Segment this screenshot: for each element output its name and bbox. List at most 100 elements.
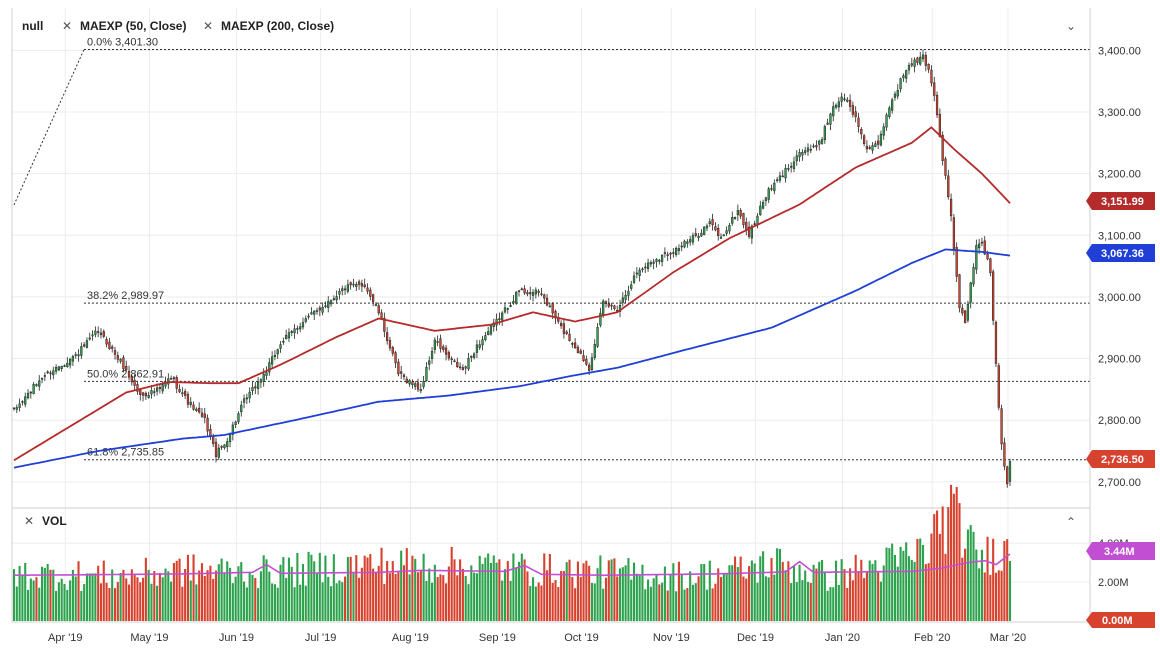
candle-body [40, 378, 44, 380]
volume-bar [515, 568, 518, 621]
volume-bar [71, 569, 74, 621]
remove-volume-icon[interactable]: ✕ [24, 514, 34, 528]
candle-body [851, 105, 855, 115]
volume-bar [992, 538, 995, 621]
volume-bar [865, 571, 868, 621]
volume-bar [240, 562, 243, 621]
candle [402, 373, 406, 381]
volume-bar [38, 587, 41, 621]
candle [949, 193, 953, 222]
volume-tick-label: 2.00M [1098, 577, 1129, 589]
candle [809, 144, 812, 154]
candle [958, 273, 961, 313]
candle [310, 307, 313, 315]
candle-body [792, 161, 796, 169]
candle [259, 378, 263, 389]
candle [450, 356, 453, 365]
remove-ma50-icon[interactable]: ✕ [62, 19, 72, 33]
candle-body [453, 360, 456, 363]
candle-body [927, 64, 930, 70]
price-axis[interactable]: 3,400.00 3,300.00 3,200.00 3,100.00 3,000.00… [1098, 45, 1141, 489]
candle [868, 145, 871, 150]
volume-bar [495, 562, 498, 621]
candle [377, 302, 380, 316]
candle [287, 328, 291, 342]
candle-body [837, 101, 840, 108]
candle [178, 384, 181, 394]
candle [848, 94, 852, 112]
candle [141, 391, 145, 402]
candle-body [273, 354, 277, 357]
candle-body [231, 424, 234, 435]
candle-body [99, 332, 103, 335]
volume-bar [470, 565, 473, 621]
candle-body [700, 232, 703, 237]
volume-bar [35, 577, 38, 621]
candle-body [178, 388, 181, 393]
volume-bar [52, 569, 55, 621]
candle-body [223, 444, 226, 449]
volume-bar [705, 589, 709, 621]
candle-body [405, 378, 408, 383]
candle [279, 341, 282, 353]
candle [119, 358, 122, 364]
candle [304, 315, 307, 324]
candle-body [419, 389, 422, 392]
candle-body [537, 290, 540, 293]
candle-body [526, 292, 529, 295]
collapse-legend-chevron-down-icon[interactable]: ⌄ [1066, 19, 1076, 33]
candle-body [602, 300, 605, 316]
volume-bar [181, 586, 184, 621]
volume-bar [310, 554, 313, 621]
candle [574, 338, 577, 349]
candle-body [473, 353, 476, 358]
candle-body [158, 387, 162, 389]
candle-body [717, 228, 720, 236]
candle-body [186, 394, 190, 405]
legend-ma200[interactable]: MAEXP (200, Close) [221, 19, 334, 33]
candle-body [74, 354, 77, 356]
volume-bar [405, 548, 408, 621]
volume-bar [891, 543, 894, 621]
price-panel[interactable]: 0.0% 3,401.30 38.2% 2,989.97 50.0% 2,862.9… [12, 8, 1141, 622]
volume-bar [144, 557, 147, 621]
legend-ma50[interactable]: MAEXP (50, Close) [80, 19, 186, 33]
candle [733, 216, 737, 220]
candle-body [321, 307, 324, 313]
candle-body [212, 436, 215, 444]
candle [669, 251, 672, 260]
candle [520, 287, 523, 291]
candle [301, 317, 305, 330]
candle [517, 289, 521, 297]
candle-body [287, 332, 291, 339]
candle [327, 296, 330, 313]
candle-body [141, 392, 145, 396]
volume-bar [32, 580, 35, 621]
candle-body [972, 267, 975, 285]
candle [349, 281, 352, 290]
collapse-volume-chevron-up-icon[interactable]: ⌃ [1066, 515, 1076, 529]
candle-body [400, 371, 403, 374]
candle-body [548, 305, 551, 308]
remove-ma200-icon[interactable]: ✕ [203, 19, 213, 33]
candle [192, 401, 195, 411]
candle-body [447, 352, 450, 359]
candle [245, 393, 248, 405]
volume-bar [55, 590, 58, 621]
volume-bar [307, 551, 310, 621]
volume-bar [1006, 539, 1009, 621]
price-grid [12, 8, 1090, 622]
time-axis[interactable]: Apr '19 May '19 Jun '19 Jul '19 Aug '19 Sep '… [48, 632, 1026, 644]
candle-body [388, 340, 392, 349]
candle [655, 258, 658, 268]
volume-bar [484, 557, 487, 621]
volume-bar [846, 587, 849, 621]
candle-body [949, 198, 953, 217]
volume-bar [349, 556, 352, 621]
volume-panel[interactable]: 4.00M2.00M [12, 484, 1129, 621]
candle-body [562, 323, 566, 334]
last-price-badge: 2,736.50 [1086, 450, 1155, 468]
volume-bar [386, 560, 389, 621]
